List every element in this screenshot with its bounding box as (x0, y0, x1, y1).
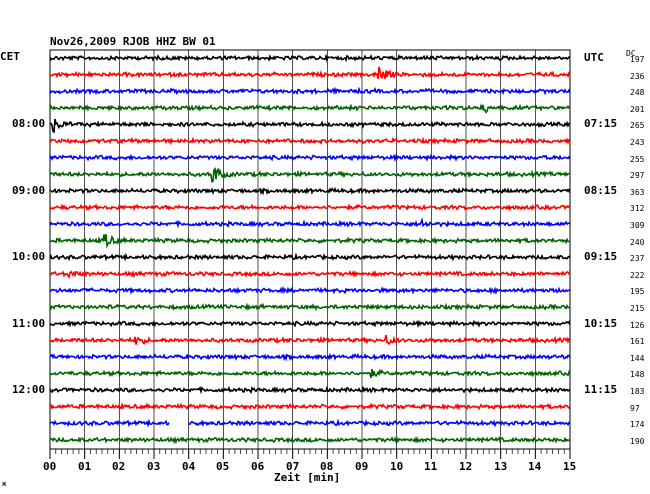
x-tick-label: 14 (528, 460, 542, 473)
trace-5 (49, 136, 571, 146)
cet-time-label: 12:00 (12, 383, 46, 396)
x-tick-label: 05 (216, 460, 230, 473)
trace-4 (49, 118, 571, 134)
x-tick-label: 01 (78, 460, 92, 473)
trace-3 (49, 103, 571, 114)
trace-12 (49, 252, 571, 262)
trace-13 (49, 269, 571, 280)
x-tick-label: 07 (286, 460, 300, 473)
trace-20 (49, 385, 571, 395)
x-tick-label: 08 (320, 460, 334, 473)
trace-14 (49, 285, 571, 295)
dc-offset-value: 201 (630, 105, 645, 114)
dc-offset-value: 144 (630, 354, 645, 363)
trace-10 (49, 217, 571, 229)
dc-offset-value: 363 (630, 188, 645, 197)
trace-22 (49, 418, 571, 428)
trace-1 (49, 66, 571, 80)
dc-offset-value: 265 (630, 121, 645, 130)
dc-offset-value: 240 (630, 238, 645, 247)
trace-18 (49, 352, 571, 362)
x-axis-label: Zeit [min] (274, 471, 341, 484)
dc-offset-value: 243 (630, 138, 645, 147)
dc-offset-value: 174 (630, 420, 645, 429)
corner-mark: ж (2, 480, 7, 488)
trace-6 (49, 153, 571, 163)
trace-7 (49, 166, 570, 183)
x-tick-label: 02 (112, 460, 126, 473)
x-tick-label: 00 (43, 460, 57, 473)
chart-title: Nov26,2009 RJOB HHZ BW 01 (50, 35, 216, 48)
dc-offset-value: 222 (630, 271, 645, 280)
dc-offset-value: 126 (630, 321, 645, 330)
dc-offset-value: 195 (630, 287, 645, 296)
dc-offset-value: 309 (630, 221, 645, 230)
cet-time-label: 10:00 (12, 250, 46, 263)
trace-17 (49, 334, 571, 346)
dc-offset-value: 197 (630, 55, 645, 64)
x-tick-label: 13 (494, 460, 508, 473)
cet-time-label: 11:00 (12, 317, 46, 330)
trace-9 (49, 203, 570, 212)
x-tick-label: 04 (182, 460, 196, 473)
x-tick-label: 12 (459, 460, 473, 473)
utc-time-label: 08:15 (584, 184, 618, 197)
utc-time-label: 09:15 (584, 250, 618, 263)
trace-16 (49, 319, 571, 329)
trace-0 (49, 53, 570, 63)
x-tick-label: 11 (424, 460, 438, 473)
utc-time-label: 10:15 (584, 317, 618, 330)
x-tick-label: 03 (147, 460, 161, 473)
x-tick-label: 15 (563, 460, 577, 473)
x-tick-label: 10 (390, 460, 404, 473)
dc-offset-value: 215 (630, 304, 645, 313)
utc-time-label: UTC (584, 51, 604, 64)
trace-15 (49, 302, 571, 312)
dc-header: DC (626, 49, 636, 58)
utc-time-label: 07:15 (584, 117, 618, 130)
dc-offset-value: 161 (630, 337, 645, 346)
dc-offset-value: 183 (630, 387, 645, 396)
cet-time-label: 08:00 (12, 117, 46, 130)
x-tick-label: 06 (251, 460, 265, 473)
dc-offset-value: 237 (630, 254, 645, 263)
cet-time-label: 09:00 (12, 184, 46, 197)
trace-19 (49, 368, 571, 379)
dc-offset-value: 148 (630, 370, 645, 379)
x-tick-label: 09 (355, 460, 369, 473)
utc-time-label: 11:15 (584, 383, 618, 396)
trace-23 (49, 435, 571, 445)
dc-offset-value: 312 (630, 204, 645, 213)
dc-offset-value: 190 (630, 437, 645, 446)
left-axis-label: CET (0, 50, 20, 63)
dc-offset-value: 248 (630, 88, 645, 97)
dc-offset-value: 255 (630, 155, 645, 164)
trace-2 (49, 86, 571, 96)
dc-offset-value: 97 (630, 404, 640, 413)
trace-21 (49, 402, 571, 411)
trace-8 (49, 186, 571, 196)
trace-11 (49, 234, 571, 249)
dc-offset-value: 297 (630, 171, 645, 180)
dc-offset-value: 236 (630, 72, 645, 81)
